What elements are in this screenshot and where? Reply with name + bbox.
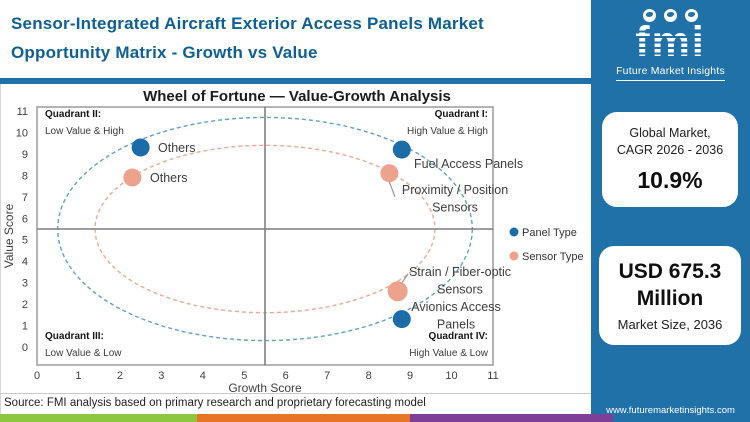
quadrant-description: Low Value & Low — [45, 348, 122, 359]
legend-swatch — [509, 227, 519, 237]
y-tick-label: 6 — [22, 213, 28, 225]
footer-bar-segment — [197, 414, 410, 422]
x-tick-label: 6 — [283, 370, 289, 382]
data-point — [380, 164, 399, 183]
footer-bar-segment — [410, 414, 613, 422]
data-point-label: Sensors — [437, 283, 483, 297]
x-tick-label: 0 — [34, 370, 40, 382]
y-tick-label: 9 — [22, 149, 28, 161]
quadrant-description: Low Value & High — [45, 126, 124, 137]
website-url: www.futuremarketinsights.com — [606, 405, 735, 416]
sidebar: fmi Future Market Insights Global Market… — [591, 0, 750, 422]
quadrant-name: Quadrant III: — [45, 331, 104, 342]
market-size-value-line1: USD 675.3 — [618, 260, 722, 283]
x-tick-label: 9 — [407, 370, 413, 382]
value-growth-scatter-chart: Wheel of Fortune — Value-Growth Analysis… — [2, 88, 584, 394]
page-title-line2: Opportunity Matrix - Growth vs Value — [11, 43, 318, 62]
quadrant-description: High Value & Low — [409, 348, 489, 359]
quadrant-name: Quadrant II: — [45, 109, 101, 120]
data-point — [392, 310, 411, 329]
quadrant-name: Quadrant I: — [435, 109, 488, 120]
logo-stripes-decoration — [631, 27, 710, 63]
fmi-logo: fmi Future Market Insights — [591, 0, 750, 81]
y-tick-label: 2 — [22, 299, 28, 311]
globe-icon — [664, 9, 677, 22]
data-point — [392, 140, 411, 159]
header-accent-bar — [0, 78, 591, 84]
x-tick-label: 3 — [158, 370, 164, 382]
page-title: Sensor-Integrated Aircraft Exterior Acce… — [0, 0, 591, 67]
y-axis-label: Value Score — [2, 203, 16, 268]
source-note: Source: FMI analysis based on primary re… — [4, 397, 426, 409]
x-tick-label: 10 — [445, 370, 457, 382]
cagr-label-line2: CAGR 2026 - 2036 — [616, 143, 724, 157]
legend-label: Panel Type — [522, 227, 577, 239]
y-tick-label: 10 — [16, 127, 28, 139]
data-point — [131, 138, 150, 157]
data-point-label: Fuel Access Panels — [414, 157, 523, 171]
y-tick-label: 3 — [22, 278, 28, 290]
y-tick-label: 8 — [22, 170, 28, 182]
x-tick-label: 2 — [117, 370, 123, 382]
y-tick-label: 7 — [22, 192, 28, 204]
data-point-label: Proximity / Position — [402, 183, 508, 197]
globe-icon — [643, 9, 656, 22]
header: Sensor-Integrated Aircraft Exterior Acce… — [0, 0, 591, 78]
y-tick-label: 0 — [22, 342, 28, 354]
legend-swatch — [509, 251, 519, 261]
y-tick-label: 5 — [22, 235, 28, 247]
market-size-value-line2: Million — [636, 287, 704, 310]
logo-wordmark: fmi — [631, 21, 710, 64]
data-point-label: Sensors — [432, 201, 478, 215]
data-point — [387, 281, 408, 302]
x-tick-label: 4 — [200, 370, 206, 382]
x-axis-label: Growth Score — [228, 381, 302, 394]
data-point — [123, 168, 142, 187]
stat-card-cagr: Global Market, CAGR 2026 - 2036 10.9% — [602, 112, 738, 207]
page-title-line1: Sensor-Integrated Aircraft Exterior Acce… — [11, 14, 484, 33]
data-point-label: Avionics Access — [411, 300, 500, 314]
y-tick-label: 4 — [22, 256, 28, 268]
data-point-label: Others — [158, 141, 196, 155]
legend-label: Sensor Type — [522, 251, 584, 263]
footer-color-bar — [0, 414, 613, 422]
source-divider — [0, 393, 591, 394]
y-tick-label: 1 — [22, 321, 28, 333]
cagr-label-line1: Global Market, — [629, 126, 711, 140]
footer-bar-segment — [0, 414, 197, 422]
cagr-value: 10.9% — [637, 167, 703, 193]
quadrant-name: Quadrant IV: — [429, 331, 488, 342]
x-tick-label: 5 — [241, 370, 247, 382]
data-point-label: Others — [150, 171, 188, 185]
stat-card-market-size: USD 675.3 Million Market Size, 2036 — [599, 246, 741, 345]
quadrant-description: High Value & High — [407, 126, 488, 137]
logo-tagline: Future Market Insights — [616, 65, 725, 81]
x-tick-label: 7 — [324, 370, 330, 382]
x-tick-label: 11 — [487, 370, 498, 382]
logo-globe-icons — [591, 9, 750, 22]
globe-icon — [685, 9, 698, 22]
chart-title: Wheel of Fortune — Value-Growth Analysis — [143, 88, 451, 105]
label-connector-line — [388, 180, 396, 198]
y-tick-label: 11 — [17, 106, 28, 118]
market-size-label: Market Size, 2036 — [617, 317, 723, 332]
x-tick-label: 8 — [366, 370, 372, 382]
data-point-label: Panels — [437, 318, 475, 332]
data-point-label: Strain / Fiber-optic — [409, 265, 511, 279]
x-tick-label: 1 — [75, 370, 81, 382]
